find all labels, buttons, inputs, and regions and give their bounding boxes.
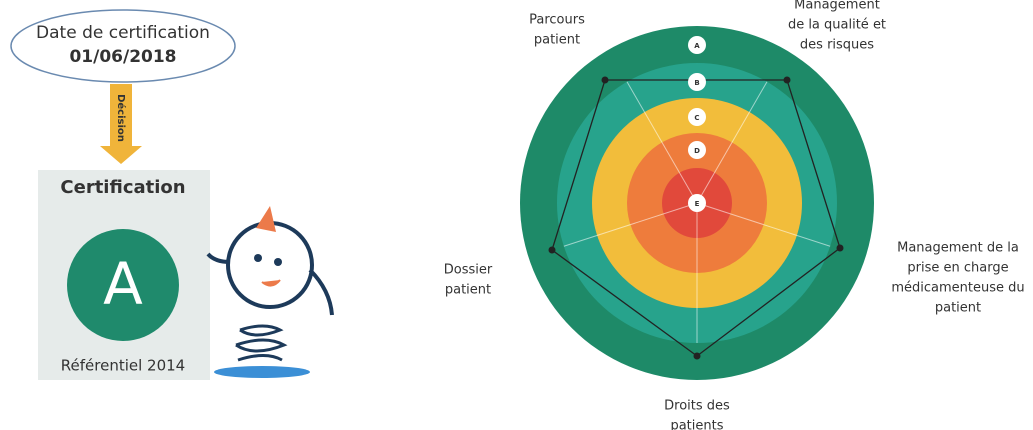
level-badge [688,73,706,91]
date-label: Date de certification [36,23,210,43]
card-reference: Référentiel 2014 [61,357,185,375]
axis-label: Parcours [529,13,585,28]
decision-label: Décision [115,94,127,142]
axis-label: de la qualité et [788,18,886,33]
axis-label: Management de la [897,241,1019,256]
axis-label: patient [534,33,580,48]
radar-spoke [696,81,768,204]
axis-label: patient [935,301,981,316]
grade: A [103,250,143,318]
level-label: C [694,114,699,122]
radar-spoke [626,81,698,204]
radar-spoke [696,202,831,247]
axis-label: Management [794,0,880,13]
score-point [693,352,701,360]
score-point [783,76,791,84]
level-label: B [694,79,699,87]
axis-label: Droits des [664,399,730,414]
axis-label: patients [670,419,723,430]
axis-label: patient [445,283,491,298]
level-badge [688,108,706,126]
date-value: 01/06/2018 [69,47,176,67]
level-label: A [694,42,700,50]
score-point [548,246,556,254]
level-label: D [694,147,700,155]
grade-circle [67,229,179,341]
radar-spoke [563,202,698,247]
date-ellipse [10,9,236,83]
score-point [601,76,609,84]
axis-label: médicamenteuse du [891,281,1024,296]
level-badge [688,194,706,212]
radar: A B C D E Parcours patient Management de la qual… [444,0,1025,430]
score-polygon [551,79,841,357]
level-label: E [695,200,700,208]
card-title: Certification [60,177,185,198]
score-point [836,244,844,252]
axis-label: des risques [800,38,874,53]
mascot [206,206,334,378]
axis-label: Dossier [444,263,493,278]
decision-arrow [100,84,142,164]
axis-label: prise en charge [907,261,1008,276]
level-badge [688,141,706,159]
level-badge [688,36,706,54]
